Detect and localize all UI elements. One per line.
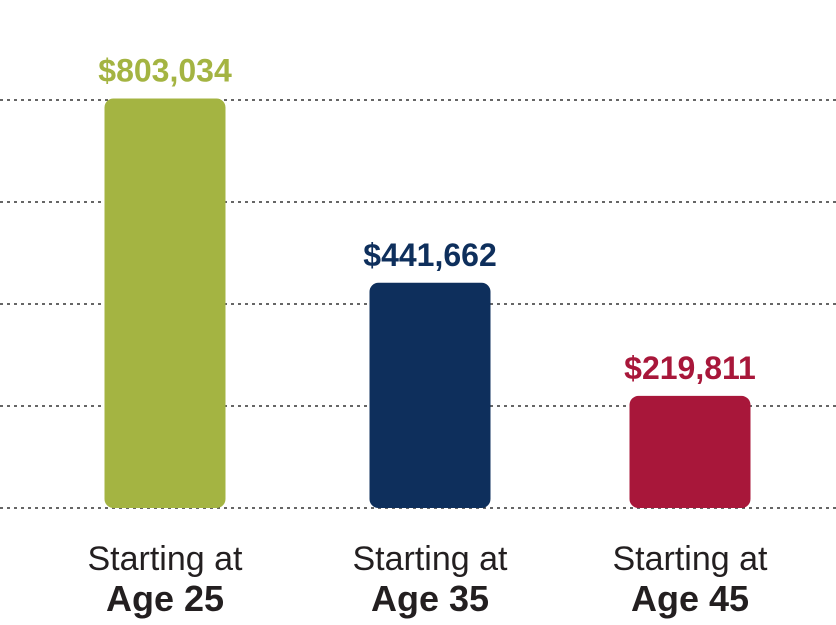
category-label-line1: Starting at [353,540,509,578]
value-label: $441,662 [363,237,496,273]
category-label-line2: Age 45 [631,578,749,619]
category-label-line1: Starting at [613,540,769,578]
bar-age-25 [104,98,226,508]
value-label: $803,034 [98,52,232,88]
bar-age-45 [629,395,751,508]
category-label-line2: Age 25 [106,578,224,619]
value-label: $219,811 [624,350,756,386]
bar-age-35 [369,282,491,508]
category-label-line2: Age 35 [371,578,489,619]
category-label-line1: Starting at [88,540,244,578]
